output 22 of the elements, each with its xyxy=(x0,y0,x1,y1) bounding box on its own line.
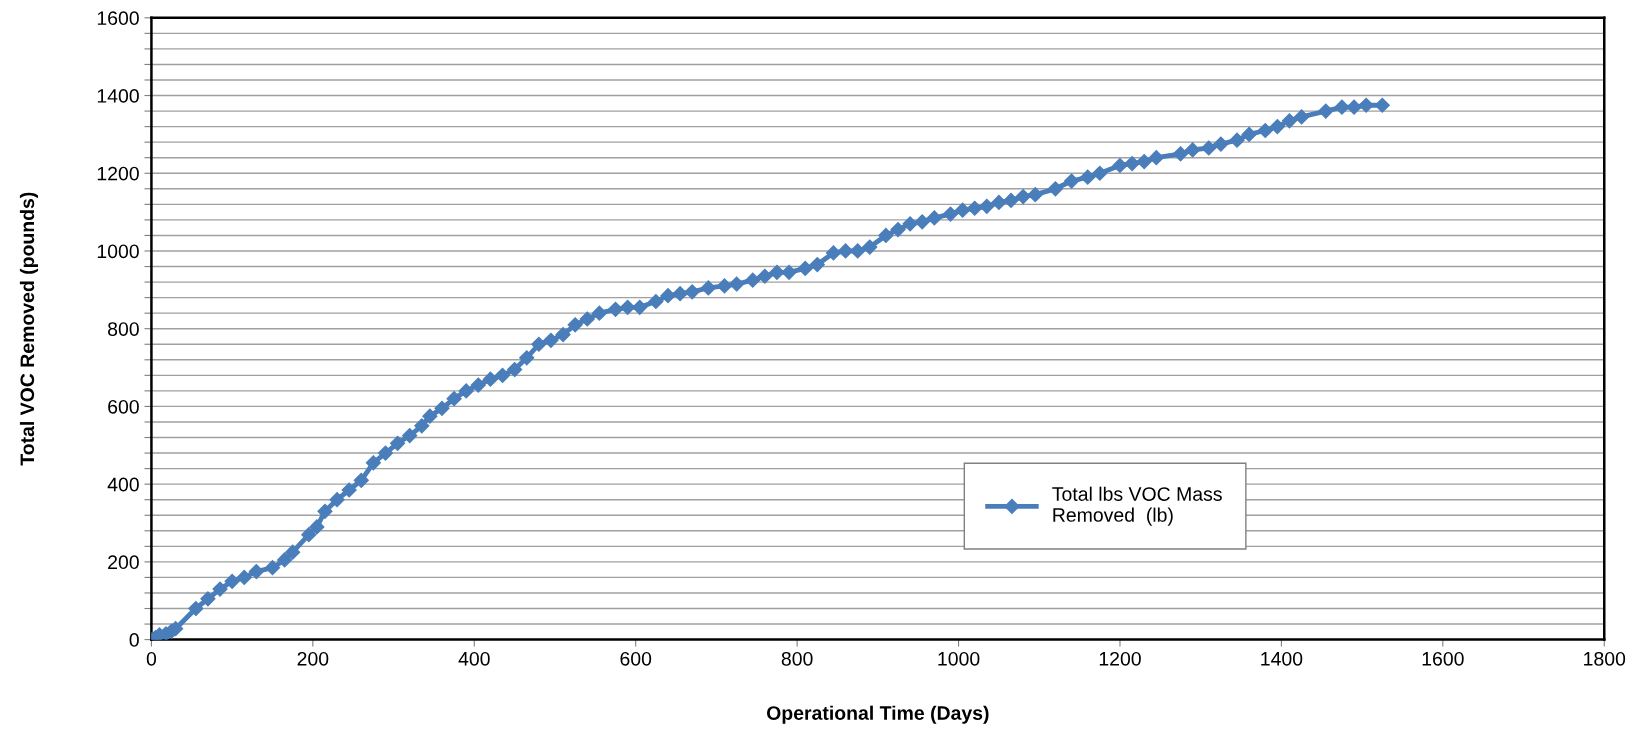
y-tick-label: 400 xyxy=(107,477,139,492)
x-axis-title: Operational Time (Days) xyxy=(766,705,989,724)
y-tick-label: 1200 xyxy=(97,166,139,181)
legend-label: Total lbs VOC Mass Removed (lb) xyxy=(1052,486,1222,526)
y-tick-label: 0 xyxy=(129,633,139,647)
x-tick-label: 0 xyxy=(146,651,157,666)
y-tick-label: 1000 xyxy=(97,244,139,259)
x-tick-label: 1800 xyxy=(1584,651,1626,666)
x-tick-label: 1200 xyxy=(1099,651,1141,666)
x-tick-label: 1400 xyxy=(1261,651,1303,666)
y-tick-label: 200 xyxy=(108,555,139,570)
x-tick-label: 1600 xyxy=(1422,651,1464,666)
y-tick-label: 800 xyxy=(108,322,139,336)
y-tick-label: 1400 xyxy=(97,89,139,103)
x-tick-label: 1000 xyxy=(938,651,980,666)
y-tick-label: 600 xyxy=(108,399,139,414)
y-axis-title: Total VOC Removed (pounds) xyxy=(19,192,39,466)
x-tick-label: 400 xyxy=(458,651,490,666)
y-tick-label: 1600 xyxy=(97,11,139,26)
x-tick-label: 800 xyxy=(781,651,813,666)
x-tick-label: 200 xyxy=(297,651,329,666)
x-tick-label: 600 xyxy=(620,651,652,666)
